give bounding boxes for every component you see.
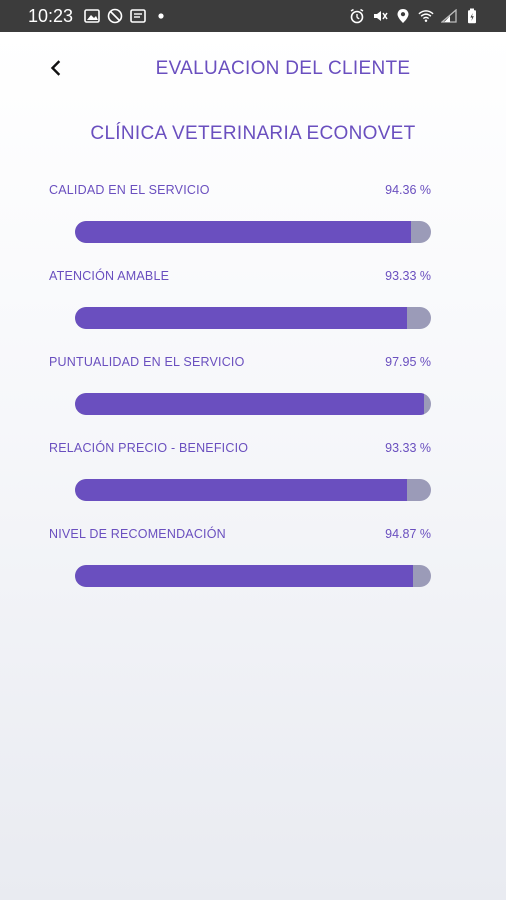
rating-item-puntualidad: PUNTUALIDAD EN EL SERVICIO 97.95 % (49, 355, 431, 435)
image-icon (84, 8, 100, 24)
notification-icon (130, 8, 146, 24)
mute-icon (372, 8, 388, 24)
rating-value: 93.33 % (385, 441, 431, 455)
rating-label: RELACIÓN PRECIO - BENEFICIO (49, 441, 249, 455)
rating-value: 97.95 % (385, 355, 431, 369)
rating-item-calidad: CALIDAD EN EL SERVICIO 94.36 % (49, 183, 431, 263)
rating-bar-track (75, 479, 431, 501)
status-bar-right (349, 8, 480, 24)
rating-bar-track (75, 393, 431, 415)
battery-icon (464, 8, 480, 24)
rating-item-precio: RELACIÓN PRECIO - BENEFICIO 93.33 % (49, 441, 431, 521)
rating-value: 93.33 % (385, 269, 431, 283)
do-not-disturb-icon (107, 8, 123, 24)
rating-bar-track (75, 221, 431, 243)
rating-bar-fill (75, 393, 424, 415)
chevron-left-icon (50, 60, 61, 76)
back-button[interactable] (44, 57, 66, 79)
rating-item-recomendacion: NIVEL DE RECOMENDACIÓN 94.87 % (49, 527, 431, 607)
rating-item-atencion: ATENCIÓN AMABLE 93.33 % (49, 269, 431, 349)
alarm-icon (349, 8, 365, 24)
rating-bar-track (75, 307, 431, 329)
rating-bar-fill (75, 479, 408, 501)
status-time: 10:23 (28, 5, 74, 26)
rating-label: ATENCIÓN AMABLE (49, 269, 170, 283)
rating-bar-track (75, 565, 431, 587)
dot-icon (153, 8, 169, 24)
rating-value: 94.36 % (385, 183, 431, 197)
rating-label: CALIDAD EN EL SERVICIO (49, 183, 210, 197)
evaluation-screen: EVALUACION DEL CLIENTE CLÍNICA VETERINAR… (0, 32, 506, 900)
signal-icon (441, 8, 457, 24)
rating-bar-fill (75, 307, 408, 329)
location-icon (395, 8, 411, 24)
page-title: EVALUACION DEL CLIENTE (155, 58, 411, 79)
clinic-name: CLÍNICA VETERINARIA ECONOVET (90, 123, 416, 144)
rating-value: 94.87 % (385, 527, 431, 541)
rating-bar-fill (75, 221, 411, 243)
rating-label: PUNTUALIDAD EN EL SERVICIO (49, 355, 245, 369)
status-bar: 10:23 (0, 0, 506, 32)
status-bar-left: 10:23 (28, 6, 169, 27)
wifi-icon (418, 8, 434, 24)
rating-label: NIVEL DE RECOMENDACIÓN (49, 527, 226, 541)
rating-bar-fill (75, 565, 413, 587)
